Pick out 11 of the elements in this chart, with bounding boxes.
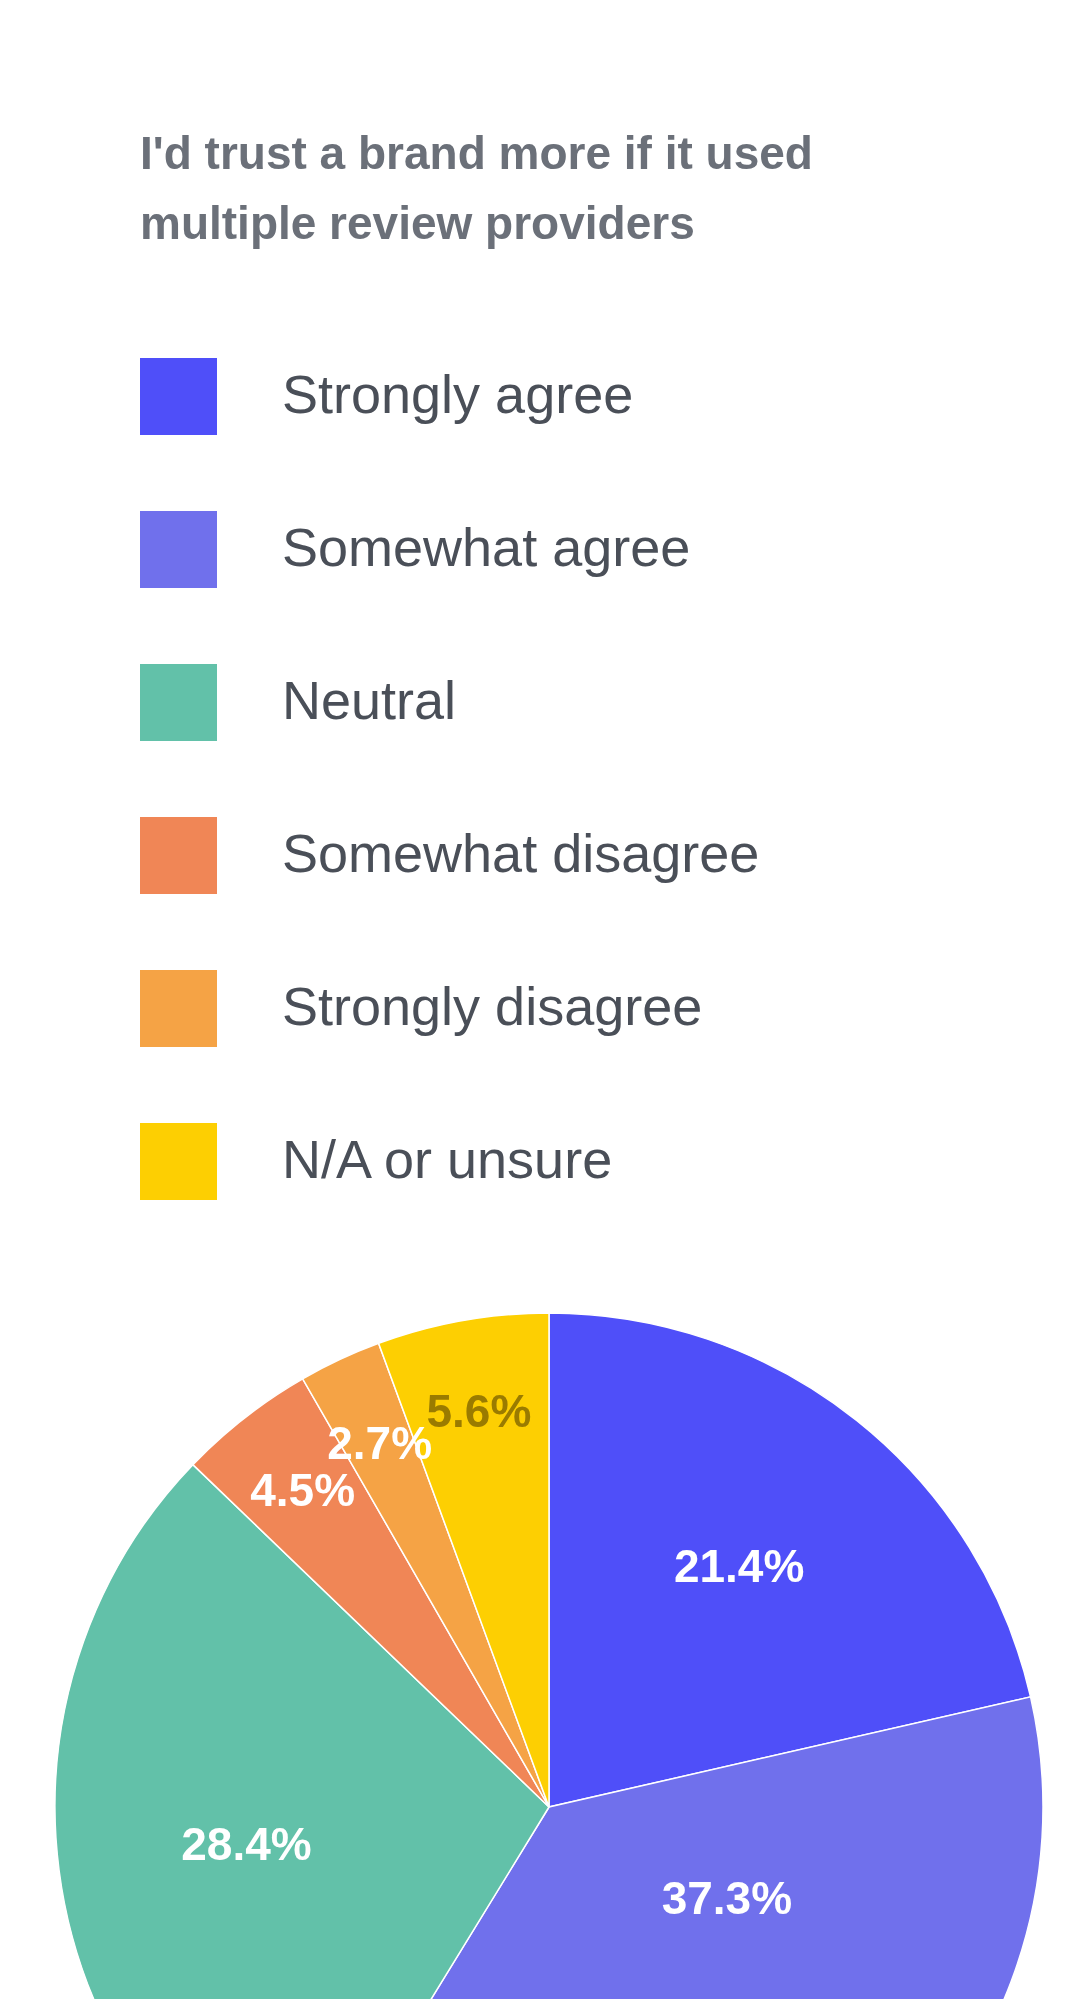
legend-label: Somewhat agree: [282, 516, 691, 577]
legend-label: Strongly agree: [282, 363, 634, 424]
chart-title: I'd trust a brand more if it used multiple review providers: [140, 126, 814, 251]
legend-label: Strongly disagree: [282, 975, 703, 1036]
legend-label: N/A or unsure: [282, 1128, 613, 1189]
data-label: 28.4%: [181, 1817, 312, 1870]
data-label: 4.5%: [250, 1463, 356, 1516]
legend-label: Somewhat disagree: [282, 822, 760, 883]
data-label: 21.4%: [673, 1540, 805, 1593]
legend-label: Neutral: [282, 669, 457, 730]
data-label: 37.3%: [661, 1872, 793, 1924]
